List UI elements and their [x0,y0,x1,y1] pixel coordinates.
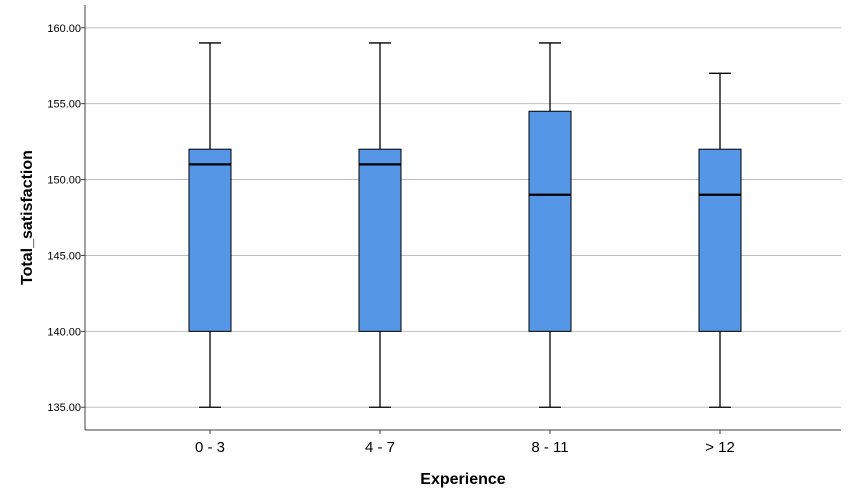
box-body [528,110,572,332]
axis-labels: 135.00 140.00 145.00 150.00 155.00 160.00 0 - … [47,23,734,456]
y-tick-label: 160.00 [47,23,81,35]
y-tick-label: 145.00 [47,250,81,262]
box-series [188,42,742,408]
y-tick-label: 155.00 [47,99,81,111]
box-body [698,148,742,332]
y-tick-label: 135.00 [47,402,81,414]
x-tick-label: > 12 [705,439,735,456]
x-tick-label: 0 - 3 [195,439,225,456]
x-tick-label: 4 - 7 [365,439,395,456]
box-body [188,148,232,332]
y-tick-label: 150.00 [47,175,81,187]
box-group [188,42,232,408]
box-group [358,42,402,408]
axes [81,5,841,434]
box-group [528,42,572,408]
box-body [358,148,402,332]
y-axis-title: Total_satisfaction [19,150,36,285]
x-tick-label: 8 - 11 [531,439,568,456]
box-group [698,72,742,408]
x-axis-title: Experience [420,471,505,488]
y-tick-label: 140.00 [47,326,81,338]
